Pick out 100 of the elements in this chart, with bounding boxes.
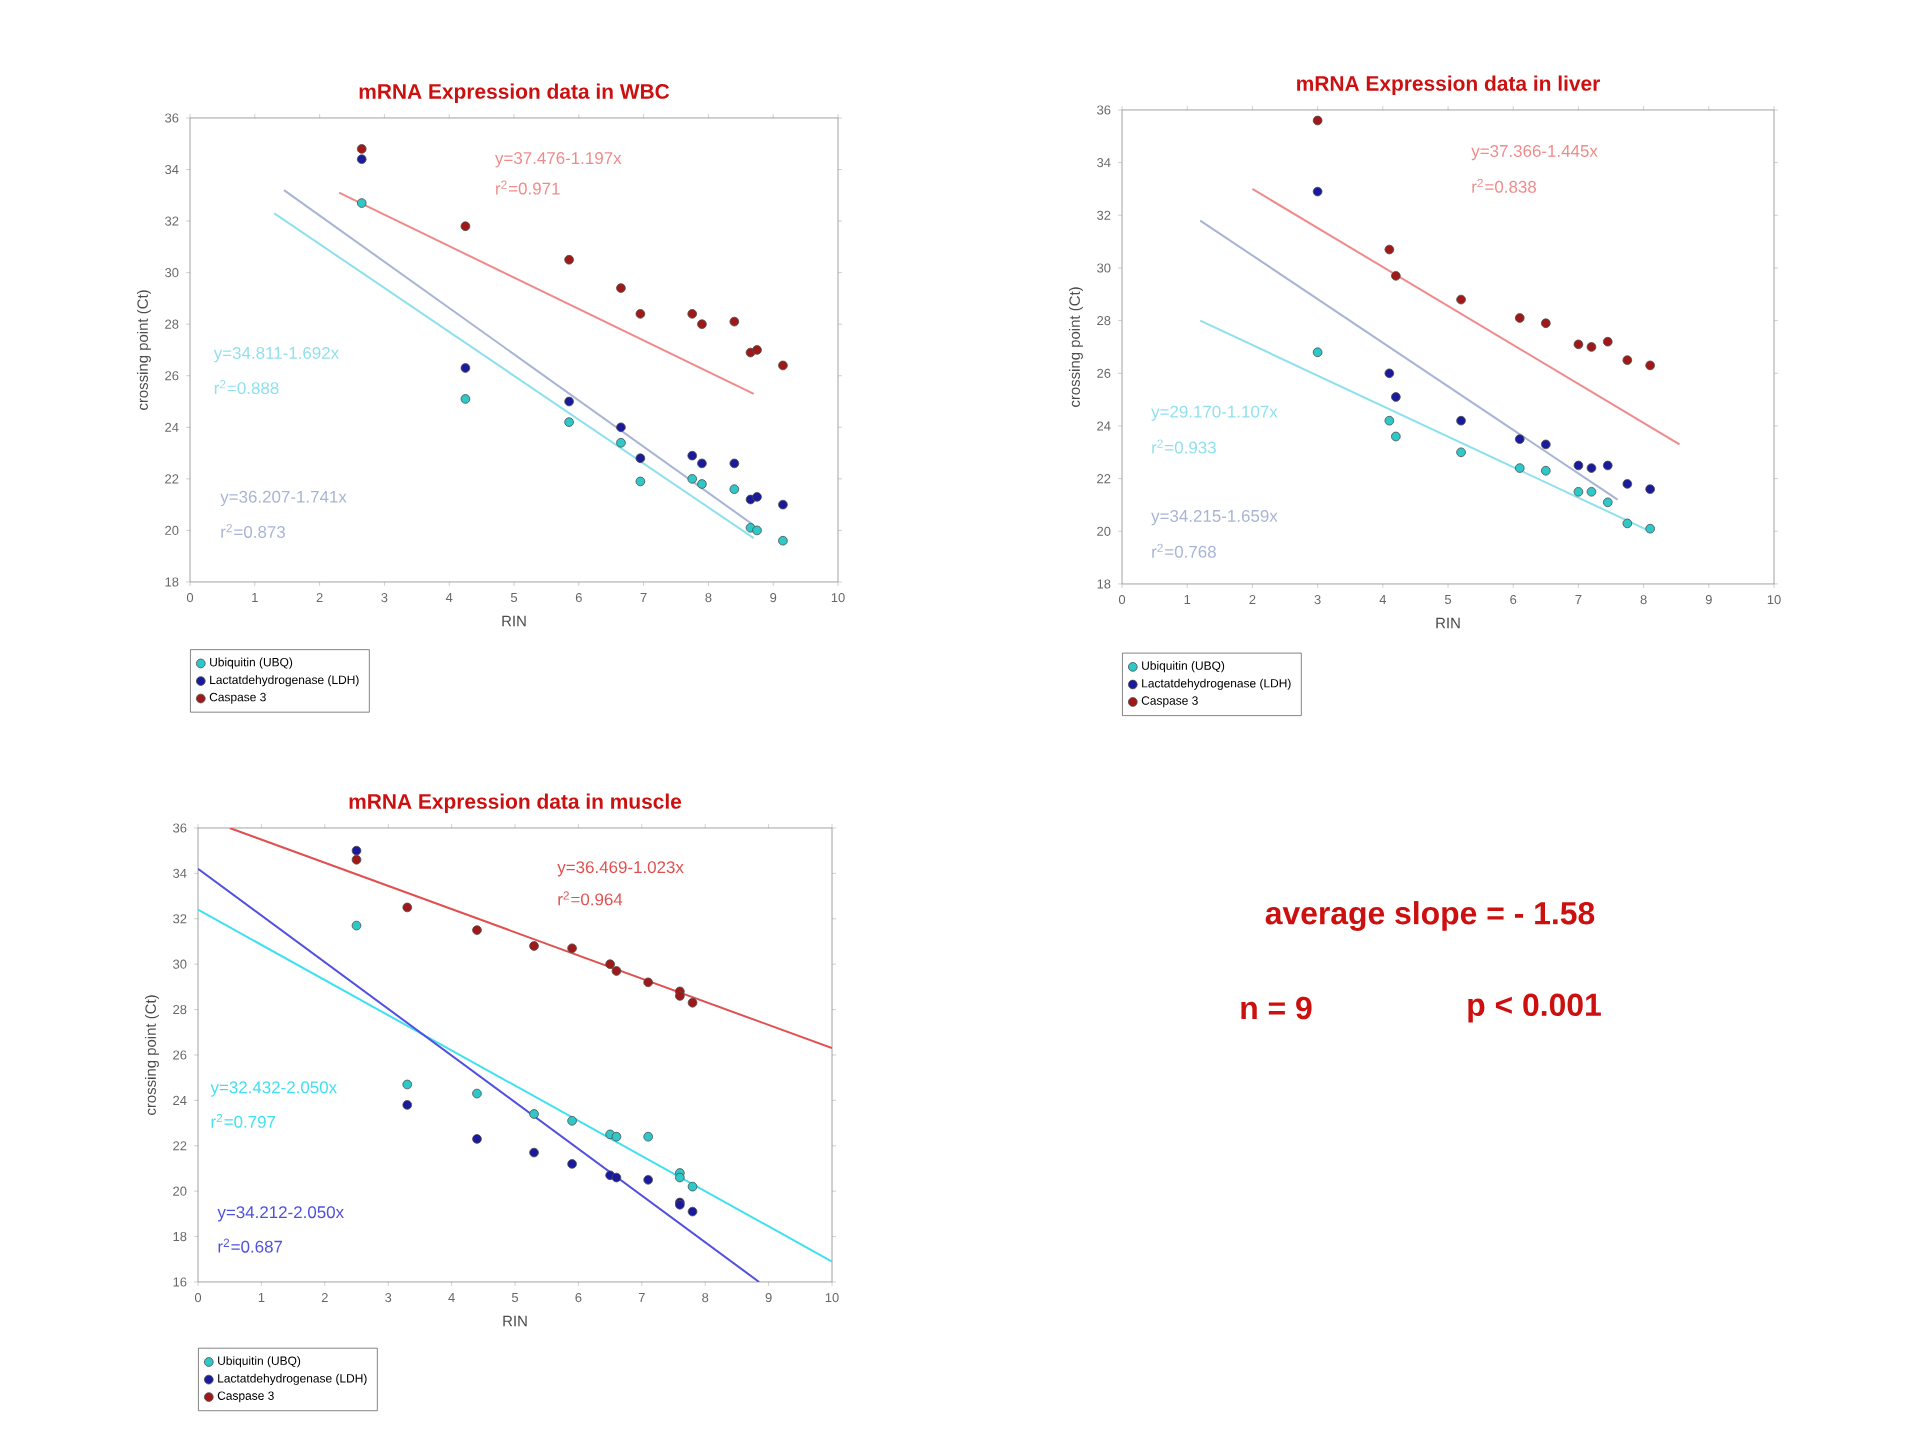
annotation: y=34.811-1.692x [213,346,339,363]
annotation: r$^{2}$=0.768 [1152,543,1216,558]
point [402,1100,413,1110]
annotation: y=37.366-1.445x [1471,144,1598,161]
point [1645,360,1655,371]
point [1573,460,1584,471]
point [687,309,698,319]
text: p < 0.001 [1468,993,1601,1023]
point [1384,415,1395,426]
point [356,154,367,165]
annotation: r$^{2}$=0.933 [1152,439,1216,454]
point [697,319,707,329]
point [687,450,698,461]
point [611,966,622,976]
point [1384,368,1395,379]
point [611,1131,622,1142]
point [643,977,653,988]
point [529,1147,539,1158]
point [697,479,707,489]
point [472,925,482,935]
point [1586,342,1597,352]
point [567,1159,577,1169]
point [605,959,615,969]
annotation: y=37.476-1.197x [495,152,622,168]
point [1586,487,1597,497]
point [729,484,740,494]
point [1312,186,1323,197]
annotation: r$^{2}$=0.964 [558,891,623,906]
point [1384,244,1395,255]
text: n = 9 [1241,996,1312,1020]
text: average slope = - 1.58 [1265,901,1595,931]
point [1312,115,1323,126]
point [616,283,626,293]
point [1391,431,1401,442]
point [460,363,471,373]
point [635,476,646,487]
point [616,437,626,448]
point [1514,463,1525,473]
point [564,254,574,265]
point [564,417,574,427]
point [472,1088,482,1099]
point [529,1109,539,1119]
point [687,1206,698,1217]
point [1602,336,1613,347]
point [687,997,698,1008]
point [567,1116,577,1126]
point [616,422,626,433]
point [1573,487,1584,497]
annotation: r$^{2}$=0.971 [496,180,560,195]
point [1622,355,1633,365]
point [752,525,762,536]
point [564,396,574,407]
point [402,1079,413,1090]
point [356,144,367,154]
point [687,474,698,484]
point [1541,465,1551,476]
point [1645,523,1655,534]
annotation: r$^{2}$=0.873 [221,523,285,538]
point [729,458,740,469]
point [643,1131,653,1142]
point [611,1172,622,1183]
point [1514,313,1525,323]
point [752,345,762,355]
point [1622,518,1633,529]
annotation: r$^{2}$=0.888 [214,380,279,395]
point [529,941,539,951]
chart-title: mRNA Expression data in muscle [349,793,682,813]
point [567,943,577,954]
point [1391,271,1401,281]
point [643,1175,653,1185]
point [635,309,646,319]
point [687,1181,698,1192]
annotation: y=34.215-1.659x [1151,509,1278,526]
point [697,458,707,469]
point [1312,347,1323,358]
point [1391,392,1401,402]
point [460,221,471,232]
annotation: r$^{2}$=0.838 [1472,178,1537,193]
chart-title: mRNA Expression data in WBC [359,83,670,103]
point [1622,479,1633,489]
point [1456,447,1466,458]
point [472,1134,482,1144]
point [635,453,646,464]
point [675,1172,685,1183]
point [778,499,788,510]
chart-title: mRNA Expression data in liver [1297,75,1600,95]
annotation: y=36.469-1.023x [557,861,684,877]
point [351,845,362,856]
point [1602,497,1613,508]
point [1456,415,1466,426]
point [351,920,362,931]
point [356,198,367,208]
point [675,991,685,1001]
point [778,360,788,371]
point [778,535,788,546]
point [729,316,740,327]
point [1602,460,1613,471]
point [402,902,413,913]
annotation: y=34.212-2.050x [217,1206,344,1222]
annotation: r$^{2}$=0.687 [218,1238,283,1253]
